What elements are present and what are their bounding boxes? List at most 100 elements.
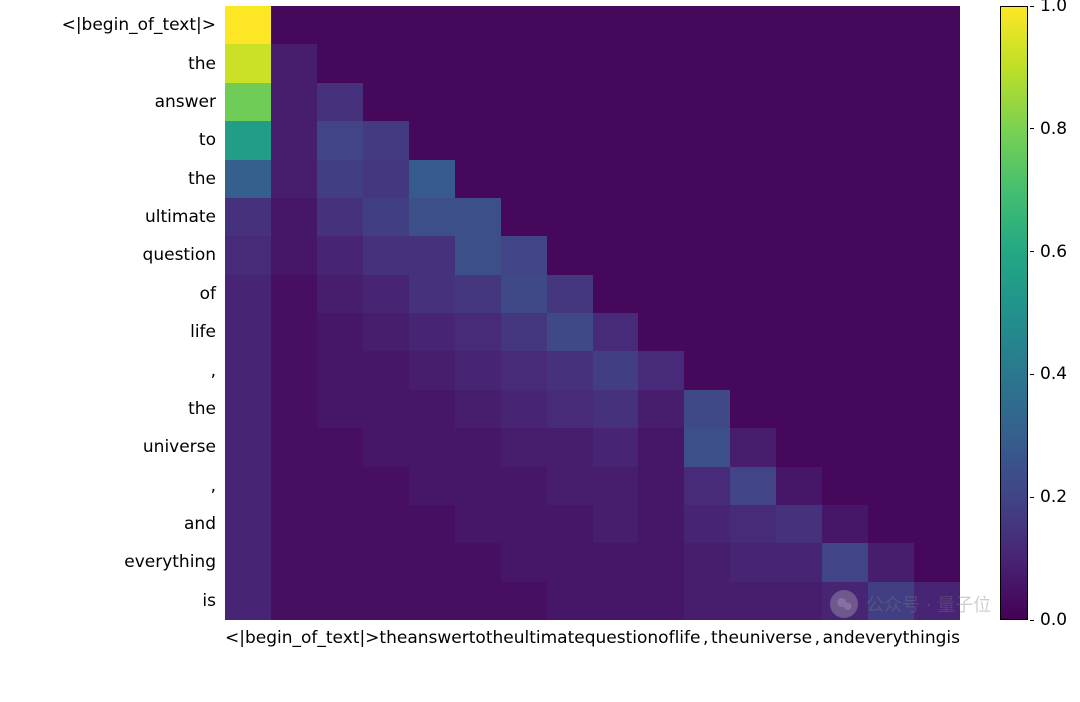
- heatmap-cell: [501, 121, 547, 159]
- heatmap-cell: [914, 44, 960, 82]
- heatmap-cell: [409, 505, 455, 543]
- heatmap-cell: [776, 160, 822, 198]
- heatmap-cell: [776, 198, 822, 236]
- colorbar-tick: 1.0: [1030, 0, 1067, 16]
- heatmap-cell: [684, 582, 730, 620]
- heatmap-cell: [317, 582, 363, 620]
- heatmap-cell: [225, 44, 271, 82]
- heatmap-cell: [225, 505, 271, 543]
- heatmap-cell: [363, 505, 409, 543]
- y-tick-label: ,: [0, 351, 222, 389]
- heatmap-cell: [593, 198, 639, 236]
- heatmap-cell: [868, 390, 914, 428]
- heatmap-cell: [822, 428, 868, 466]
- heatmap-cell: [455, 275, 501, 313]
- heatmap-cell: [593, 44, 639, 82]
- heatmap-cell: [868, 467, 914, 505]
- heatmap-cell: [868, 582, 914, 620]
- heatmap-cell: [317, 6, 363, 44]
- heatmap-cell: [501, 351, 547, 389]
- heatmap-cell: [501, 390, 547, 428]
- heatmap-cell: [684, 236, 730, 274]
- heatmap-cell: [684, 83, 730, 121]
- heatmap-cell: [776, 505, 822, 543]
- heatmap-cell: [914, 198, 960, 236]
- heatmap-cell: [822, 6, 868, 44]
- heatmap-cell: [914, 275, 960, 313]
- heatmap-cell: [730, 351, 776, 389]
- colorbar-tick-label: 0.0: [1040, 610, 1067, 630]
- heatmap-cell: [868, 198, 914, 236]
- heatmap-cell: [547, 44, 593, 82]
- heatmap-cell: [914, 582, 960, 620]
- heatmap-cell: [638, 505, 684, 543]
- heatmap-cell: [501, 236, 547, 274]
- heatmap-cell: [363, 275, 409, 313]
- heatmap-cell: [868, 428, 914, 466]
- heatmap-cell: [455, 505, 501, 543]
- heatmap-cell: [363, 351, 409, 389]
- heatmap-cell: [593, 275, 639, 313]
- heatmap-cell: [730, 467, 776, 505]
- heatmap-cell: [638, 467, 684, 505]
- heatmap-cell: [776, 275, 822, 313]
- heatmap-cell: [225, 582, 271, 620]
- heatmap-cell: [914, 313, 960, 351]
- heatmap-cell: [455, 236, 501, 274]
- colorbar-tick: 0.0: [1030, 610, 1067, 630]
- heatmap-cell: [638, 236, 684, 274]
- heatmap-cell: [730, 198, 776, 236]
- heatmap-cell: [409, 275, 455, 313]
- heatmap-cell: [409, 198, 455, 236]
- heatmap-cell: [868, 44, 914, 82]
- heatmap-cell: [730, 505, 776, 543]
- heatmap-cell: [455, 160, 501, 198]
- heatmap-cell: [455, 467, 501, 505]
- heatmap-cell: [547, 351, 593, 389]
- heatmap-cell: [868, 6, 914, 44]
- attention-heatmap: [225, 6, 960, 620]
- heatmap-cell: [317, 351, 363, 389]
- heatmap-cell: [914, 6, 960, 44]
- colorbar-tick-label: 0.2: [1040, 487, 1067, 507]
- heatmap-cell: [317, 390, 363, 428]
- heatmap-cell: [730, 582, 776, 620]
- heatmap-cell: [455, 390, 501, 428]
- heatmap-cell: [225, 236, 271, 274]
- heatmap-cell: [317, 505, 363, 543]
- heatmap-cell: [317, 313, 363, 351]
- heatmap-cell: [914, 236, 960, 274]
- x-tick-label: answer: [407, 628, 468, 668]
- heatmap-cell: [363, 390, 409, 428]
- heatmap-cell: [271, 198, 317, 236]
- y-tick-label: the: [0, 44, 222, 82]
- heatmap-cell: [501, 160, 547, 198]
- heatmap-cell: [363, 44, 409, 82]
- heatmap-cell: [271, 582, 317, 620]
- y-axis-labels: <|begin_of_text|>theanswertotheultimateq…: [0, 6, 222, 620]
- heatmap-cell: [547, 467, 593, 505]
- heatmap-cell: [225, 543, 271, 581]
- heatmap-cell: [593, 6, 639, 44]
- heatmap-cell: [363, 236, 409, 274]
- heatmap-cell: [822, 83, 868, 121]
- heatmap-cell: [593, 467, 639, 505]
- heatmap-cell: [822, 313, 868, 351]
- heatmap-cell: [776, 6, 822, 44]
- heatmap-cell: [822, 505, 868, 543]
- x-tick-label: ,: [700, 628, 711, 668]
- heatmap-cell: [822, 351, 868, 389]
- heatmap-cell: [638, 44, 684, 82]
- x-tick-label: is: [946, 628, 960, 668]
- heatmap-cell: [914, 121, 960, 159]
- x-tick-label: life: [675, 628, 701, 668]
- y-tick-label: to: [0, 121, 222, 159]
- heatmap-cell: [638, 6, 684, 44]
- heatmap-cell: [914, 83, 960, 121]
- heatmap-cell: [684, 467, 730, 505]
- heatmap-cell: [776, 313, 822, 351]
- heatmap-cell: [501, 582, 547, 620]
- heatmap-cell: [868, 275, 914, 313]
- heatmap-cell: [547, 275, 593, 313]
- heatmap-cell: [776, 236, 822, 274]
